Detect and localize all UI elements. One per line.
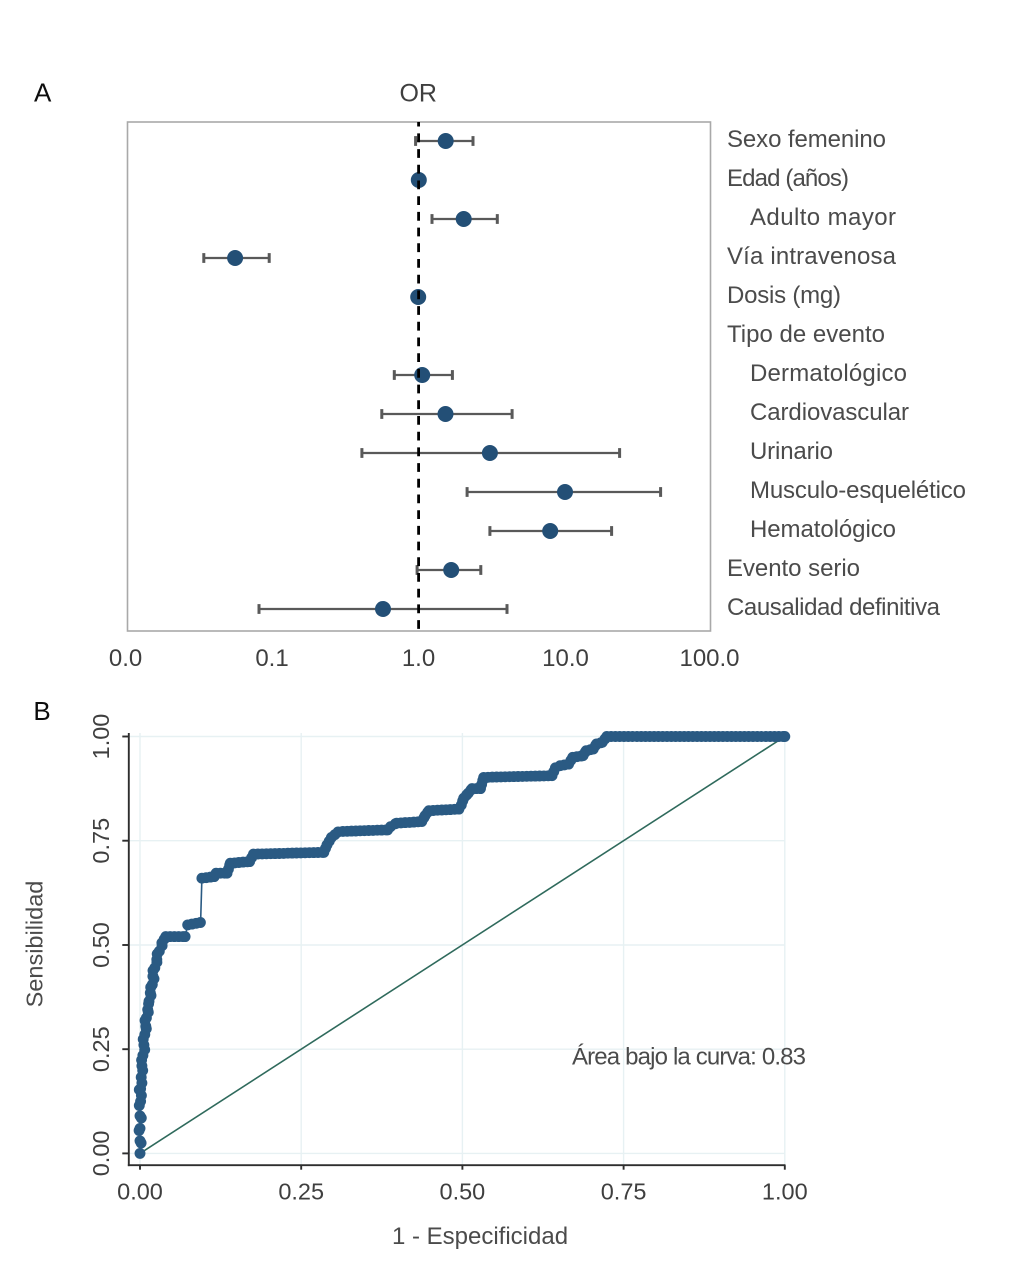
svg-text:1.00: 1.00 [88,714,114,760]
svg-text:Sexo femenino: Sexo femenino [727,126,886,153]
svg-text:Cardiovascular: Cardiovascular [750,399,909,426]
svg-text:Causalidad definitiva: Causalidad definitiva [727,594,941,621]
svg-text:Dermatológico: Dermatológico [750,360,907,387]
svg-text:Sensibilidad: Sensibilidad [22,881,48,1008]
svg-text:Adulto mayor: Adulto mayor [750,204,896,231]
svg-text:1.0: 1.0 [402,645,435,672]
svg-text:0.00: 0.00 [117,1179,163,1205]
svg-text:B: B [33,696,50,726]
svg-text:Urinario: Urinario [750,438,833,465]
svg-text:100.0: 100.0 [679,645,739,672]
svg-text:Dosis (mg): Dosis (mg) [727,282,841,309]
svg-text:Tipo de evento: Tipo de evento [727,321,885,348]
svg-text:1.00: 1.00 [762,1179,808,1205]
svg-text:0.0: 0.0 [109,645,142,672]
svg-text:1 - Especificidad: 1 - Especificidad [392,1223,568,1250]
svg-text:10.0: 10.0 [542,645,589,672]
svg-text:OR: OR [399,80,437,108]
svg-text:A: A [34,78,52,108]
svg-text:0.50: 0.50 [440,1179,486,1205]
svg-text:0.1: 0.1 [255,645,288,672]
svg-text:Área bajo la curva: 0.83: Área bajo la curva: 0.83 [572,1044,806,1071]
svg-text:0.25: 0.25 [88,1026,114,1072]
svg-text:Evento serio: Evento serio [727,555,860,582]
svg-text:Edad (años): Edad (años) [727,165,849,192]
svg-text:Vía intravenosa: Vía intravenosa [727,243,897,270]
svg-text:0.50: 0.50 [88,922,114,968]
svg-text:0.25: 0.25 [278,1179,324,1205]
svg-text:0.75: 0.75 [88,818,114,864]
svg-text:Hematológico: Hematológico [750,516,896,543]
svg-text:0.00: 0.00 [88,1131,114,1177]
svg-text:0.75: 0.75 [601,1179,647,1205]
svg-text:Musculo-esquelético: Musculo-esquelético [750,477,966,504]
